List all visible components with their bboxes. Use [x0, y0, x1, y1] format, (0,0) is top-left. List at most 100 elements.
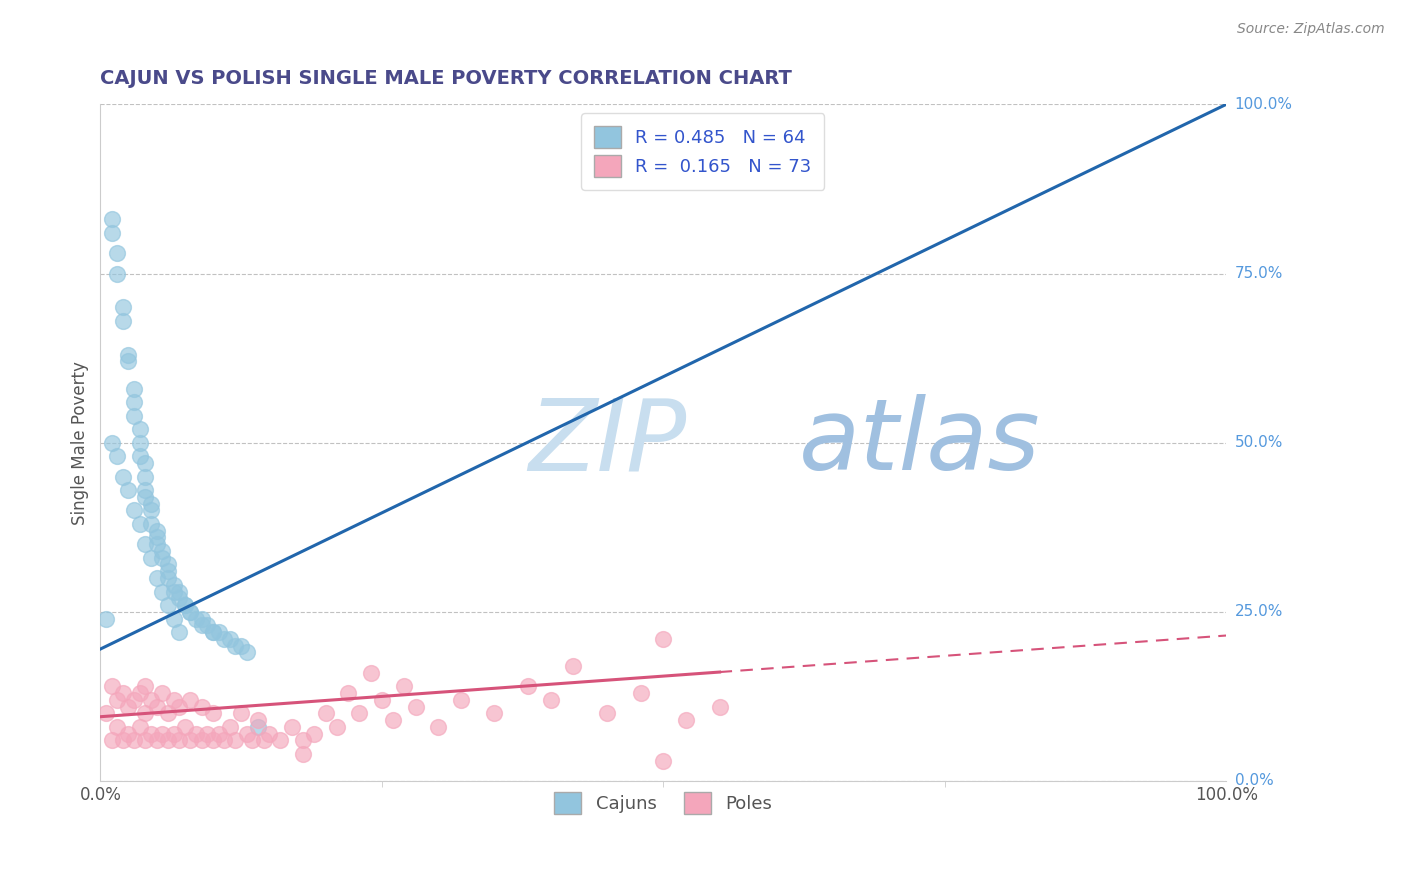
Point — [212, 632, 235, 646]
Point — [100, 435, 122, 450]
Point — [218, 632, 240, 646]
Point — [173, 598, 195, 612]
Point — [201, 625, 224, 640]
Point — [596, 706, 619, 721]
Point — [371, 693, 394, 707]
Point — [134, 469, 156, 483]
Point — [337, 686, 360, 700]
Point — [134, 733, 156, 747]
Text: Source: ZipAtlas.com: Source: ZipAtlas.com — [1237, 22, 1385, 37]
Point — [173, 720, 195, 734]
Point — [100, 679, 122, 693]
Point — [179, 605, 201, 619]
Text: ZIP: ZIP — [529, 394, 686, 491]
Point — [315, 706, 337, 721]
Point — [139, 726, 162, 740]
Point — [128, 422, 150, 436]
Point — [128, 686, 150, 700]
Y-axis label: Single Male Poverty: Single Male Poverty — [72, 360, 89, 524]
Point — [190, 618, 212, 632]
Point — [145, 524, 167, 538]
Point — [105, 246, 128, 260]
Point — [207, 625, 229, 640]
Point — [326, 720, 349, 734]
Point — [105, 267, 128, 281]
Point — [139, 497, 162, 511]
Point — [173, 598, 195, 612]
Point — [150, 686, 173, 700]
Point — [167, 733, 190, 747]
Point — [139, 516, 162, 531]
Point — [94, 706, 117, 721]
Point — [111, 686, 134, 700]
Point — [117, 354, 139, 368]
Point — [167, 699, 190, 714]
Point — [246, 720, 269, 734]
Point — [179, 733, 201, 747]
Point — [156, 571, 179, 585]
Point — [162, 693, 184, 707]
Point — [128, 435, 150, 450]
Point — [240, 733, 263, 747]
Text: 50.0%: 50.0% — [1234, 435, 1282, 450]
Point — [134, 490, 156, 504]
Point — [235, 645, 257, 659]
Point — [150, 544, 173, 558]
Point — [134, 706, 156, 721]
Point — [201, 733, 224, 747]
Point — [427, 720, 450, 734]
Text: 75.0%: 75.0% — [1234, 266, 1282, 281]
Point — [145, 733, 167, 747]
Point — [134, 483, 156, 497]
Text: 0.0%: 0.0% — [1234, 773, 1274, 789]
Point — [562, 659, 585, 673]
Point — [382, 713, 405, 727]
Point — [167, 591, 190, 606]
Point — [218, 720, 240, 734]
Text: 25.0%: 25.0% — [1234, 605, 1282, 619]
Point — [139, 550, 162, 565]
Point — [709, 699, 731, 714]
Point — [207, 726, 229, 740]
Point — [281, 720, 304, 734]
Point — [195, 618, 218, 632]
Point — [134, 456, 156, 470]
Point — [292, 747, 315, 761]
Point — [122, 693, 145, 707]
Point — [652, 754, 675, 768]
Point — [145, 699, 167, 714]
Point — [150, 584, 173, 599]
Point — [122, 382, 145, 396]
Point — [156, 558, 179, 572]
Point — [162, 578, 184, 592]
Point — [111, 469, 134, 483]
Point — [675, 713, 697, 727]
Point — [111, 733, 134, 747]
Point — [195, 726, 218, 740]
Point — [105, 449, 128, 463]
Point — [117, 726, 139, 740]
Point — [139, 503, 162, 517]
Point — [134, 679, 156, 693]
Point — [105, 693, 128, 707]
Text: atlas: atlas — [799, 394, 1040, 491]
Point — [190, 733, 212, 747]
Point — [184, 611, 207, 625]
Text: 100.0%: 100.0% — [1234, 97, 1292, 112]
Point — [128, 516, 150, 531]
Point — [162, 611, 184, 625]
Point — [229, 706, 252, 721]
Point — [179, 693, 201, 707]
Point — [252, 733, 274, 747]
Point — [292, 733, 315, 747]
Point — [484, 706, 506, 721]
Point — [229, 639, 252, 653]
Point — [652, 632, 675, 646]
Point — [100, 212, 122, 227]
Point — [156, 598, 179, 612]
Point — [111, 314, 134, 328]
Point — [179, 605, 201, 619]
Legend: Cajuns, Poles: Cajuns, Poles — [546, 782, 782, 822]
Point — [450, 693, 472, 707]
Point — [269, 733, 291, 747]
